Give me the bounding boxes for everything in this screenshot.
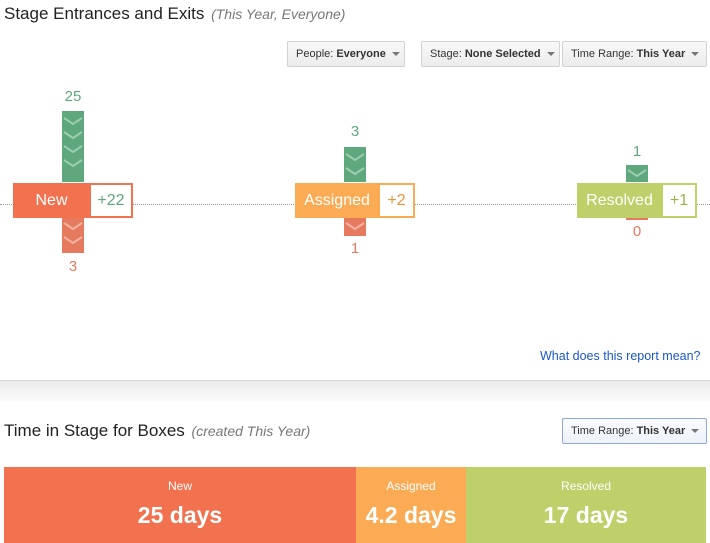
section-divider	[0, 380, 710, 401]
segment-label: New	[167, 479, 192, 493]
chevron-down-icon	[63, 145, 83, 154]
section-subtitle: (This Year, Everyone)	[211, 6, 346, 22]
time-range-value: This Year	[636, 425, 686, 437]
stage-net-change: +1	[661, 183, 697, 218]
stage-net-change: +2	[378, 183, 415, 218]
time-range-dropdown[interactable]: Time Range: This Year	[562, 41, 707, 67]
stage-filter-value: None Selected	[464, 48, 541, 60]
entrance-count: 25	[64, 88, 82, 105]
chevron-down-icon	[345, 167, 365, 176]
report-help-link[interactable]: What does this report mean?	[540, 349, 701, 363]
stage-tag-resolved[interactable]: Resolved	[577, 183, 662, 218]
exit-count: 1	[350, 240, 360, 257]
stage-name: Resolved	[586, 191, 653, 209]
net-change-value: +2	[387, 191, 406, 209]
time-range-label: Time Range:	[571, 48, 634, 60]
chevron-down-icon	[63, 117, 83, 126]
exit-count: 0	[632, 223, 642, 240]
people-filter-value: Everyone	[336, 48, 386, 60]
chevron-down-icon	[345, 153, 365, 162]
segment-value: 17 days	[543, 502, 629, 528]
exit-count: 3	[68, 258, 78, 275]
chevron-down-icon	[63, 222, 83, 231]
time-segment-resolved[interactable]: Resolved 17 days	[466, 467, 706, 543]
time-range-dropdown[interactable]: Time Range: This Year	[562, 418, 707, 444]
entrance-count: 3	[350, 123, 360, 140]
segment-value: 25 days	[137, 502, 223, 528]
chevron-down-icon	[63, 131, 83, 140]
stage-filter-label: Stage:	[430, 48, 462, 60]
chevron-down-icon	[691, 52, 700, 56]
chevron-down-icon	[345, 222, 365, 231]
time-segment-assigned[interactable]: Assigned 4.2 days	[356, 467, 466, 543]
section-title-entrances-exits: Stage Entrances and Exits (This Year, Ev…	[4, 4, 345, 24]
section-title-text: Time in Stage for Boxes	[4, 421, 185, 440]
exit-bar	[626, 218, 648, 220]
segment-label: Resolved	[560, 479, 612, 493]
exit-bar	[62, 218, 84, 253]
section-subtitle: (created This Year)	[191, 423, 311, 439]
segment-value: 4.2 days	[365, 502, 457, 528]
chevron-down-icon	[63, 159, 83, 168]
entrance-bar	[62, 111, 84, 182]
entrance-bar	[344, 147, 366, 182]
stage-tag-new[interactable]: New	[13, 183, 90, 218]
stage-net-change: +22	[89, 183, 133, 218]
net-change-value: +22	[97, 191, 125, 209]
chevron-down-icon	[546, 52, 555, 56]
section-title-text: Stage Entrances and Exits	[4, 4, 205, 23]
segment-label: Assigned	[386, 479, 436, 493]
time-segment-new[interactable]: New 25 days	[4, 467, 356, 543]
people-filter-label: People:	[296, 48, 334, 60]
stage-tag-assigned[interactable]: Assigned	[295, 183, 379, 218]
chevron-down-icon	[391, 52, 400, 56]
people-filter-dropdown[interactable]: People: Everyone	[287, 41, 405, 67]
stage-name: Assigned	[304, 191, 370, 209]
time-range-value: This Year	[636, 48, 686, 60]
net-change-value: +1	[669, 191, 689, 209]
entrance-count: 1	[632, 143, 642, 160]
time-range-label: Time Range:	[571, 425, 634, 437]
chevron-down-icon	[627, 169, 647, 178]
stage-name: New	[35, 191, 68, 209]
stage-filter-dropdown[interactable]: Stage: None Selected	[421, 41, 560, 67]
entrance-bar	[626, 165, 648, 182]
exit-bar	[344, 218, 366, 236]
chevron-down-icon	[691, 429, 700, 433]
chevron-down-icon	[63, 236, 83, 245]
section-title-time-in-stage: Time in Stage for Boxes (created This Ye…	[4, 421, 310, 441]
